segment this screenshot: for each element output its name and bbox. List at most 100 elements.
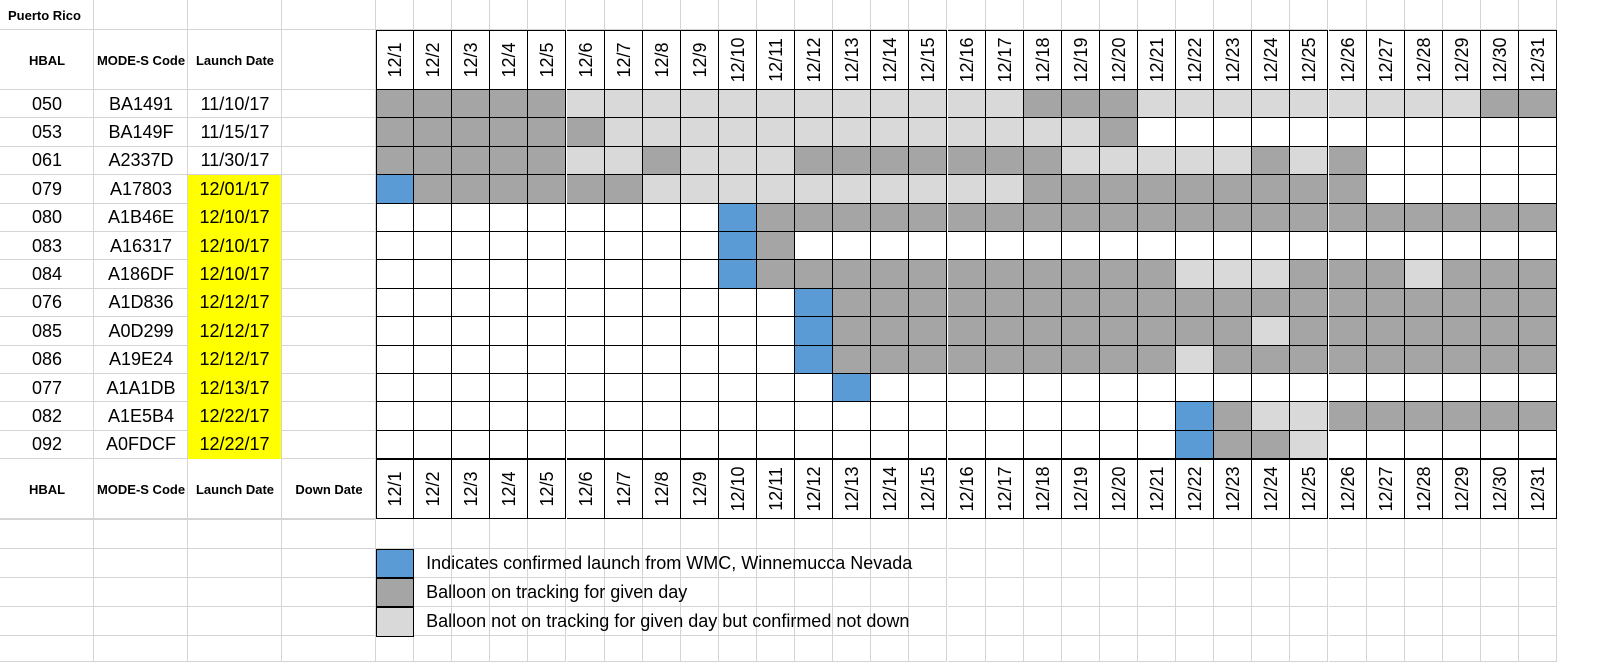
sheet-cell[interactable] <box>188 459 282 519</box>
date-header-cell[interactable] <box>604 30 643 90</box>
sheet-cell[interactable] <box>0 232 94 261</box>
day-status-cell[interactable] <box>985 90 1024 119</box>
day-status-cell[interactable] <box>1404 345 1443 374</box>
sheet-cell[interactable] <box>1328 607 1367 636</box>
sheet-cell[interactable] <box>680 636 719 662</box>
day-status-cell[interactable] <box>1404 374 1443 403</box>
sheet-cell[interactable] <box>718 607 757 636</box>
date-header-cell[interactable] <box>1442 30 1481 90</box>
day-status-cell[interactable] <box>1061 374 1100 403</box>
day-status-cell[interactable] <box>1214 260 1253 289</box>
day-status-cell[interactable] <box>871 345 910 374</box>
day-status-cell[interactable] <box>1480 402 1519 431</box>
day-status-cell[interactable] <box>1099 260 1138 289</box>
sheet-cell[interactable] <box>1404 519 1443 549</box>
day-status-cell[interactable] <box>1176 317 1215 346</box>
day-status-cell[interactable] <box>1061 345 1100 374</box>
day-status-cell[interactable] <box>680 232 719 261</box>
day-status-cell[interactable] <box>376 90 415 119</box>
day-status-cell[interactable] <box>414 374 453 403</box>
sheet-cell[interactable] <box>947 0 986 30</box>
day-status-cell[interactable] <box>1519 402 1558 431</box>
day-status-cell[interactable] <box>528 232 567 261</box>
day-status-cell[interactable] <box>1138 118 1177 147</box>
day-status-cell[interactable] <box>985 430 1024 460</box>
sheet-cell[interactable] <box>566 549 605 578</box>
sheet-cell[interactable] <box>1099 578 1138 607</box>
sheet-cell[interactable] <box>490 636 529 662</box>
sheet-cell[interactable] <box>757 636 796 662</box>
sheet-cell[interactable] <box>1328 636 1367 662</box>
day-status-cell[interactable] <box>985 175 1024 204</box>
day-status-cell[interactable] <box>1328 288 1367 318</box>
day-status-cell[interactable] <box>490 345 529 374</box>
day-status-cell[interactable] <box>1404 146 1443 176</box>
day-status-cell[interactable] <box>490 203 529 232</box>
day-status-cell[interactable] <box>1328 203 1367 232</box>
day-status-cell[interactable] <box>1290 118 1329 147</box>
day-status-cell[interactable] <box>604 260 643 289</box>
day-status-cell[interactable] <box>1404 260 1443 289</box>
day-status-cell[interactable] <box>871 317 910 346</box>
sheet-cell[interactable] <box>642 607 681 636</box>
date-header-cell[interactable] <box>718 30 757 90</box>
day-status-cell[interactable] <box>909 402 948 431</box>
sheet-cell[interactable] <box>757 549 796 578</box>
day-status-cell[interactable] <box>1328 374 1367 403</box>
day-status-cell[interactable] <box>1442 146 1481 176</box>
sheet-cell[interactable] <box>1252 0 1291 30</box>
day-status-cell[interactable] <box>1061 430 1100 460</box>
sheet-cell[interactable] <box>718 519 757 549</box>
day-status-cell[interactable] <box>718 146 757 176</box>
sheet-cell[interactable] <box>1176 607 1215 636</box>
date-footer-cell[interactable] <box>642 459 681 519</box>
day-status-cell[interactable] <box>1290 288 1329 318</box>
sheet-cell[interactable] <box>1480 549 1519 578</box>
day-status-cell[interactable] <box>947 288 986 318</box>
sheet-cell[interactable] <box>871 0 910 30</box>
sheet-cell[interactable] <box>414 0 453 30</box>
day-status-cell[interactable] <box>1252 288 1291 318</box>
day-status-cell[interactable] <box>1442 260 1481 289</box>
day-status-cell[interactable] <box>1099 430 1138 460</box>
day-status-cell[interactable] <box>1366 118 1405 147</box>
date-header-cell[interactable] <box>947 30 986 90</box>
day-status-cell[interactable] <box>528 175 567 204</box>
date-footer-cell[interactable] <box>1214 459 1253 519</box>
sheet-cell[interactable] <box>871 519 910 549</box>
sheet-cell[interactable] <box>282 636 376 662</box>
day-status-cell[interactable] <box>1519 146 1558 176</box>
sheet-cell[interactable] <box>1214 636 1253 662</box>
day-status-cell[interactable] <box>947 430 986 460</box>
sheet-cell[interactable] <box>1099 636 1138 662</box>
day-status-cell[interactable] <box>1023 345 1062 374</box>
sheet-cell[interactable] <box>795 0 834 30</box>
sheet-cell[interactable] <box>909 636 948 662</box>
sheet-cell[interactable] <box>414 636 453 662</box>
day-status-cell[interactable] <box>833 175 872 204</box>
day-status-cell[interactable] <box>909 374 948 403</box>
day-status-cell[interactable] <box>452 203 491 232</box>
sheet-cell[interactable] <box>1023 607 1062 636</box>
day-status-cell[interactable] <box>1214 374 1253 403</box>
day-status-cell[interactable] <box>1252 232 1291 261</box>
sheet-cell[interactable] <box>1366 636 1405 662</box>
day-status-cell[interactable] <box>985 345 1024 374</box>
day-status-cell[interactable] <box>1404 317 1443 346</box>
sheet-cell[interactable] <box>1480 0 1519 30</box>
day-status-cell[interactable] <box>1328 146 1367 176</box>
day-status-cell[interactable] <box>1404 402 1443 431</box>
day-status-cell[interactable] <box>833 402 872 431</box>
day-status-cell[interactable] <box>1480 345 1519 374</box>
date-header-cell[interactable] <box>376 30 415 90</box>
day-status-cell[interactable] <box>1480 90 1519 119</box>
day-status-cell[interactable] <box>604 317 643 346</box>
day-status-cell[interactable] <box>1252 203 1291 232</box>
day-status-cell[interactable] <box>1252 317 1291 346</box>
day-status-cell[interactable] <box>1290 345 1329 374</box>
sheet-cell[interactable] <box>0 260 94 289</box>
sheet-cell[interactable] <box>94 146 188 176</box>
day-status-cell[interactable] <box>833 430 872 460</box>
day-status-cell[interactable] <box>642 90 681 119</box>
day-status-cell[interactable] <box>680 288 719 318</box>
